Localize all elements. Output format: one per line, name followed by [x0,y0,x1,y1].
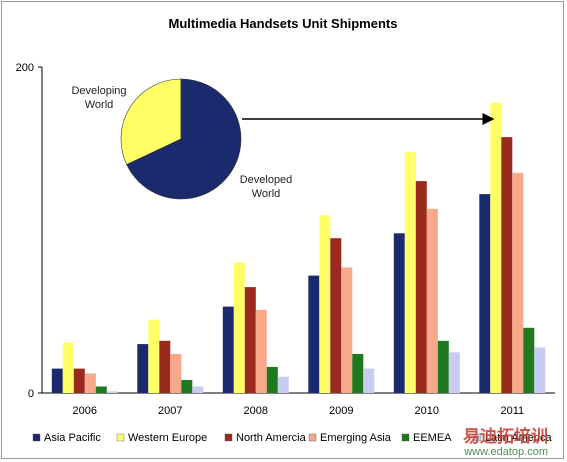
pie-slice-developing [120,78,182,165]
legend-label-eemea: EEMEA [413,432,452,444]
bar-2010-eemea [437,340,449,393]
bar-2009-latin-america [363,368,375,393]
bar-2010-emerging-asia [426,208,438,393]
bar-2006-asia-pacific [51,368,63,393]
bar-2006-emerging-asia [84,373,96,393]
bar-2011-eemea [523,327,535,393]
bar-2008-asia-pacific [222,306,234,393]
pie-label-developing-line2: World [85,99,114,111]
legend: Asia Pacific Western Europe North Amercia E… [32,432,553,444]
bar-2008-latin-america [277,376,289,393]
x-tick-label-2010: 2010 [415,405,439,417]
bar-2011-north-amercia [501,137,513,393]
bar-2010-asia-pacific [393,233,405,393]
pie-label-developing-line1: Developing [71,85,126,97]
bar-2009-emerging-asia [341,267,353,393]
legend-label-latin-america: Latin America [485,432,553,444]
bar-2008-north-amercia [244,287,256,393]
legend-label-western-europe: Western Europe [128,432,207,444]
legend-swatch-western-europe [116,433,125,442]
x-tick-label-2011: 2011 [500,405,524,417]
inset-pie-chart [120,78,242,200]
bar-2007-north-amercia [159,340,171,393]
bar-2007-latin-america [192,386,204,393]
watermark-url: www.edatop.com [463,446,548,458]
bar-2006-north-amercia [73,368,85,393]
bar-2011-asia-pacific [479,194,491,393]
bar-2006-eemea [95,386,107,393]
bar-2011-western-europe [490,102,502,394]
y-tick-label-min: 0 [28,388,34,400]
bar-2009-asia-pacific [308,275,320,393]
bar-series-group [51,102,546,394]
x-tick-label-2007: 2007 [158,405,182,417]
legend-label-asia-pacific: Asia Pacific [44,432,101,444]
legend-label-emerging-asia: Emerging Asia [320,432,392,444]
legend-swatch-latin-america [473,433,482,442]
bar-2008-eemea [266,366,278,393]
x-tick-label-2009: 2009 [329,405,353,417]
legend-label-north-amercia: North Amercia [236,432,307,444]
x-tick-labels: 2006 2007 2008 2009 2010 2011 [73,405,525,417]
chart-title: Multimedia Handsets Unit Shipments [169,16,398,31]
pie-label-developed-line1: Developed [240,174,293,186]
bar-2008-western-europe [233,262,245,393]
bar-2007-emerging-asia [170,353,182,393]
x-tick-label-2006: 2006 [73,405,97,417]
legend-swatch-north-amercia [224,433,233,442]
legend-swatch-emerging-asia [308,433,317,442]
bar-2010-latin-america [448,352,460,394]
bar-2010-western-europe [404,151,416,393]
bar-2011-emerging-asia [512,172,524,393]
legend-swatch-asia-pacific [32,433,41,442]
bar-2010-north-amercia [415,181,427,393]
bar-2006-latin-america [106,391,118,393]
pie-slice-developed [126,78,242,200]
legend-swatch-eemea [401,433,410,442]
bar-2011-latin-america [534,347,546,393]
bar-2007-western-europe [148,319,160,393]
bar-2008-emerging-asia [255,309,267,393]
bar-2006-western-europe [62,342,74,393]
bar-2007-eemea [181,380,193,393]
watermark-chinese: 易迪拓培训 [463,426,548,446]
bar-2009-western-europe [319,215,331,393]
y-tick-label-max: 200 [16,62,34,74]
pie-label-developed-line2: World [252,188,281,200]
bar-2009-eemea [352,353,364,393]
x-tick-label-2008: 2008 [244,405,268,417]
bar-2009-north-amercia [330,238,342,393]
bar-2007-asia-pacific [137,344,149,393]
